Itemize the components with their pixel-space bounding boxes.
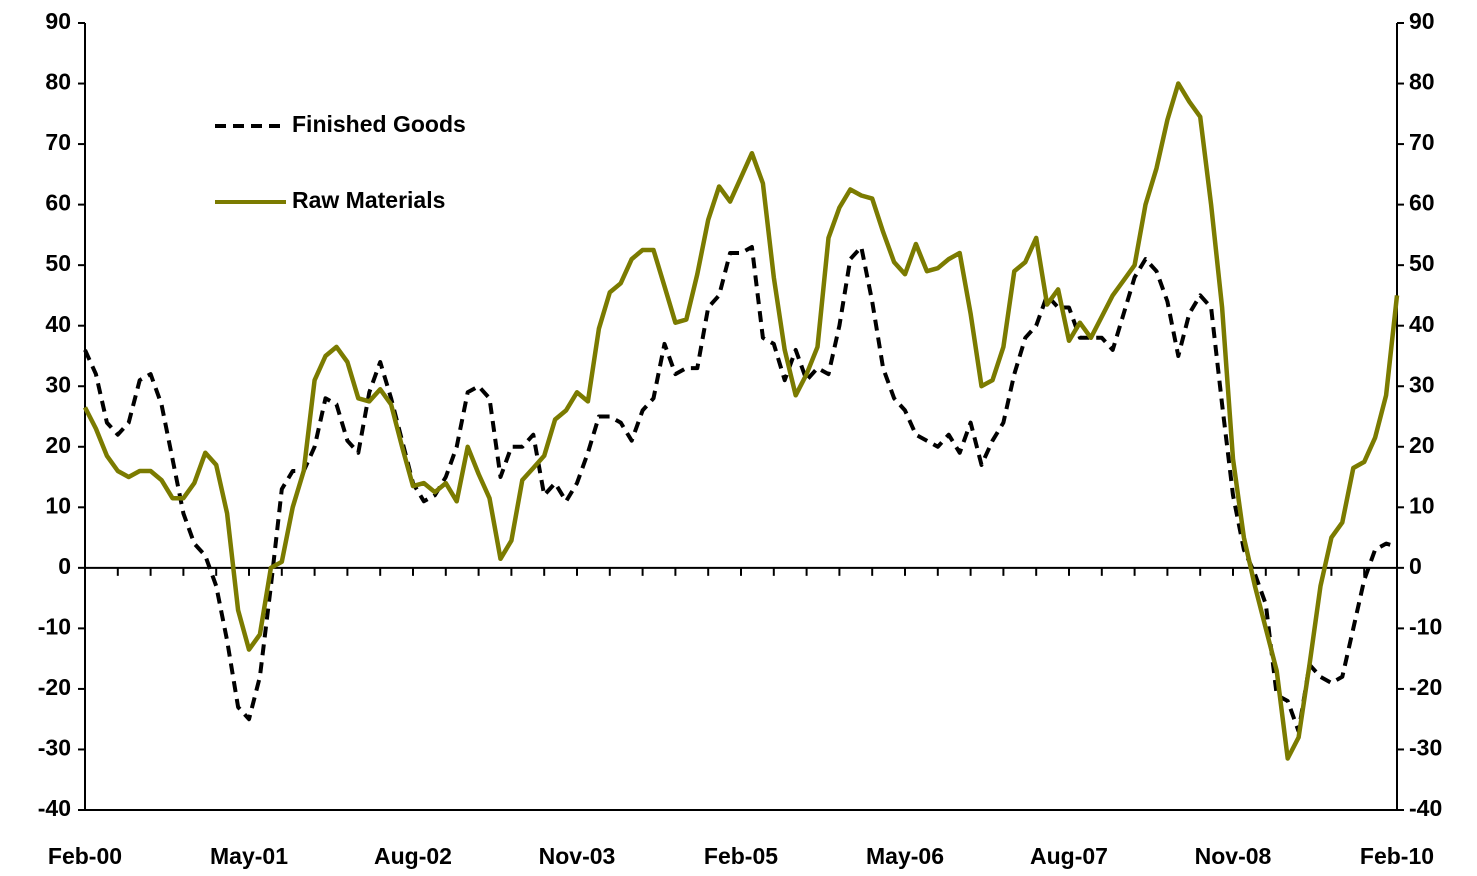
series-line bbox=[83, 245, 1398, 734]
y2-tick-label: 90 bbox=[1409, 8, 1435, 34]
y-tick-label: 30 bbox=[45, 371, 71, 397]
y-tick-label: 60 bbox=[45, 190, 71, 216]
x-tick-label: Nov-03 bbox=[539, 843, 616, 869]
x-tick-label: Feb-05 bbox=[704, 843, 778, 869]
x-tick-label: Aug-02 bbox=[374, 843, 452, 869]
y2-tick-label: -10 bbox=[1409, 613, 1442, 639]
y2-tick-label: 20 bbox=[1409, 432, 1435, 458]
x-tick-label: Feb-10 bbox=[1360, 843, 1434, 869]
y-tick-label: 0 bbox=[58, 553, 71, 579]
y-tick-label: -20 bbox=[38, 674, 71, 700]
legend-label: Finished Goods bbox=[292, 111, 466, 137]
y-tick-label: -10 bbox=[38, 613, 71, 639]
y-tick-label: -40 bbox=[38, 795, 71, 821]
y-tick-label: 80 bbox=[45, 69, 71, 95]
x-tick-label: May-01 bbox=[210, 843, 288, 869]
y2-tick-label: 30 bbox=[1409, 371, 1435, 397]
y-tick-label: -30 bbox=[38, 735, 71, 761]
y2-tick-label: 0 bbox=[1409, 553, 1422, 579]
y-tick-label: 50 bbox=[45, 250, 71, 276]
y2-tick-label: 50 bbox=[1409, 250, 1435, 276]
legend-label: Raw Materials bbox=[292, 187, 445, 213]
y-tick-label: 10 bbox=[45, 492, 71, 518]
series-line bbox=[82, 81, 1400, 761]
y2-tick-label: 60 bbox=[1409, 190, 1435, 216]
y2-tick-label: 10 bbox=[1409, 492, 1435, 518]
y-tick-label: 70 bbox=[45, 129, 71, 155]
y2-tick-label: -20 bbox=[1409, 674, 1442, 700]
x-tick-label: Nov-08 bbox=[1195, 843, 1272, 869]
y2-tick-label: -30 bbox=[1409, 735, 1442, 761]
y-tick-label: 90 bbox=[45, 8, 71, 34]
y-tick-label: 40 bbox=[45, 311, 71, 337]
y-tick-label: 20 bbox=[45, 432, 71, 458]
y2-tick-label: 40 bbox=[1409, 311, 1435, 337]
x-tick-label: Aug-07 bbox=[1030, 843, 1108, 869]
y2-tick-label: 80 bbox=[1409, 69, 1435, 95]
x-tick-label: May-06 bbox=[866, 843, 944, 869]
x-tick-label: Feb-00 bbox=[48, 843, 122, 869]
y2-tick-label: 70 bbox=[1409, 129, 1435, 155]
y2-tick-label: -40 bbox=[1409, 795, 1442, 821]
